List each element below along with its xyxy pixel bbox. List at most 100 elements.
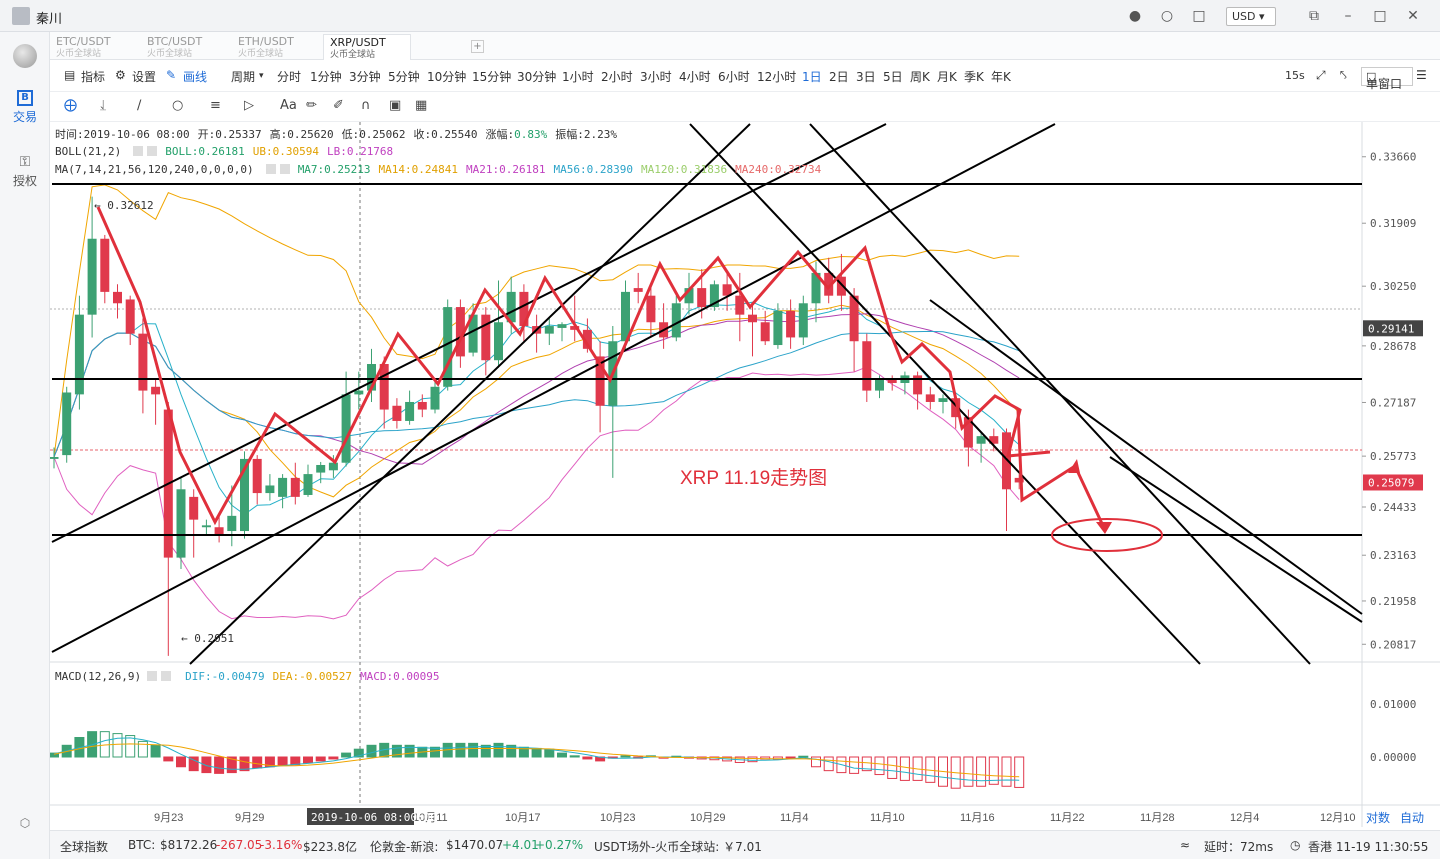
candle[interactable] <box>417 394 427 418</box>
interval-6[interactable]: 30分钟 <box>517 70 557 84</box>
add-tab-button[interactable]: + <box>471 40 484 53</box>
candle[interactable] <box>189 489 199 558</box>
ruler-icon[interactable]: ✏ <box>306 98 317 113</box>
interval-10[interactable]: 4小时 <box>679 70 711 84</box>
search-icon[interactable]: ○ <box>1160 8 1174 24</box>
candle[interactable] <box>938 394 948 414</box>
candle[interactable] <box>265 474 275 501</box>
lock-icon[interactable]: ▣ <box>389 98 402 113</box>
candle[interactable] <box>646 284 656 338</box>
maximize-icon[interactable]: □ <box>1373 8 1387 24</box>
popout-icon[interactable]: ⧉ <box>1309 8 1319 24</box>
settings-button[interactable]: 设置 <box>132 70 157 84</box>
candle[interactable] <box>735 272 745 342</box>
text-tool-icon[interactable]: Aa <box>280 98 297 113</box>
log-scale-button[interactable]: 对数 <box>1366 810 1390 825</box>
candle[interactable] <box>278 474 288 509</box>
candle[interactable] <box>62 386 72 463</box>
candle[interactable] <box>798 295 808 346</box>
user-name[interactable]: 秦川 <box>36 12 63 27</box>
interval-15[interactable]: 3日 <box>856 70 876 84</box>
candle[interactable] <box>722 272 732 311</box>
global-index-label[interactable]: 全球指数 <box>60 840 109 854</box>
candle[interactable] <box>405 390 415 425</box>
refresh-interval[interactable]: 15s <box>1285 69 1305 82</box>
circle-icon[interactable]: ○ <box>172 98 184 113</box>
candle[interactable] <box>316 461 326 484</box>
candle[interactable] <box>341 371 351 467</box>
tab-btc-usdt[interactable]: BTC/USDT 火币全球站 <box>141 34 229 60</box>
candle[interactable] <box>100 234 110 304</box>
gear-icon[interactable]: ⚙ <box>115 68 126 82</box>
sidebar-item-auth[interactable]: ⚿ 授权 <box>0 154 50 189</box>
pencil-icon[interactable]: ✎ <box>166 68 177 82</box>
candle[interactable] <box>392 398 402 429</box>
tab-xrp-usdt[interactable]: XRP/USDT 火币全球站 <box>323 34 411 60</box>
shirt-icon[interactable]: □ <box>1192 8 1206 24</box>
interval-18[interactable]: 月K <box>937 70 957 84</box>
interval-2[interactable]: 3分钟 <box>349 70 381 84</box>
candle[interactable] <box>214 515 224 543</box>
menu-icon[interactable]: ☰ <box>1416 68 1427 82</box>
interval-13[interactable]: 1日 <box>802 70 822 84</box>
minimize-icon[interactable]: – <box>1344 8 1352 24</box>
candle[interactable] <box>1002 428 1011 532</box>
candle[interactable] <box>290 462 300 505</box>
fib-icon[interactable]: ≡ <box>210 98 221 113</box>
close-icon[interactable]: ✕ <box>1407 8 1419 24</box>
candle[interactable] <box>684 272 694 315</box>
candle[interactable] <box>570 295 580 342</box>
settings-icon[interactable]: ⬡ <box>19 816 31 830</box>
candle[interactable] <box>87 196 97 338</box>
candle[interactable] <box>671 295 681 342</box>
collapse-icon[interactable]: ⤣ <box>1340 68 1347 82</box>
chart-area[interactable]: XRP 11.19走势图 ← 0.32612 ← 0.2051 时间:2019-… <box>50 122 1440 827</box>
candle[interactable] <box>595 341 605 433</box>
currency-select[interactable]: USD ▾ <box>1226 7 1276 26</box>
candle[interactable] <box>1014 474 1024 490</box>
sidebar-item-trade[interactable]: B 交易 <box>0 90 50 125</box>
candle[interactable] <box>367 348 376 402</box>
candle[interactable] <box>138 318 148 414</box>
candle[interactable] <box>74 295 84 410</box>
candle[interactable] <box>252 455 262 505</box>
auto-scale-button[interactable]: 自动 <box>1400 811 1424 825</box>
interval-20[interactable]: 年K <box>991 70 1011 84</box>
candle[interactable] <box>621 280 630 349</box>
interval-14[interactable]: 2日 <box>829 70 849 84</box>
candle[interactable] <box>913 371 923 410</box>
interval-5[interactable]: 15分钟 <box>472 70 512 84</box>
candle[interactable] <box>125 295 135 346</box>
candle[interactable] <box>50 447 59 469</box>
interval-8[interactable]: 2小时 <box>601 70 633 84</box>
candle[interactable] <box>633 272 643 304</box>
interval-16[interactable]: 5日 <box>883 70 903 84</box>
tab-etc-usdt[interactable]: ETC/USDT 火币全球站 <box>50 34 138 60</box>
trendline-icon[interactable]: ∕ <box>137 98 142 113</box>
candle[interactable] <box>519 284 529 342</box>
candle[interactable] <box>887 375 897 391</box>
candle[interactable] <box>227 485 237 547</box>
draw-button[interactable]: 画线 <box>183 70 208 84</box>
interval-3[interactable]: 5分钟 <box>388 70 420 84</box>
magnet-icon[interactable]: ∩ <box>361 98 371 113</box>
candle[interactable] <box>113 284 122 319</box>
interval-12[interactable]: 12小时 <box>757 70 797 84</box>
interval-19[interactable]: 季K <box>964 70 984 84</box>
candle[interactable] <box>544 318 554 346</box>
trash-icon[interactable]: ▦ <box>415 98 428 113</box>
candle[interactable] <box>773 303 783 349</box>
candle[interactable] <box>481 307 491 376</box>
candle[interactable] <box>925 386 935 410</box>
chevron-down-icon[interactable]: ▾ <box>259 71 264 81</box>
candle[interactable] <box>989 428 999 452</box>
indicator-icon[interactable]: ▤ <box>64 68 76 82</box>
interval-1[interactable]: 1分钟 <box>310 70 342 84</box>
tab-eth-usdt[interactable]: ETH/USDT 火币全球站 <box>232 34 320 60</box>
interval-17[interactable]: 周K <box>910 70 930 84</box>
bell-icon[interactable]: ● <box>1128 8 1142 24</box>
candle[interactable] <box>709 280 719 311</box>
interval-9[interactable]: 3小时 <box>640 70 672 84</box>
candle[interactable] <box>430 379 440 414</box>
fullscreen-icon[interactable]: ⤢ <box>1316 68 1326 82</box>
